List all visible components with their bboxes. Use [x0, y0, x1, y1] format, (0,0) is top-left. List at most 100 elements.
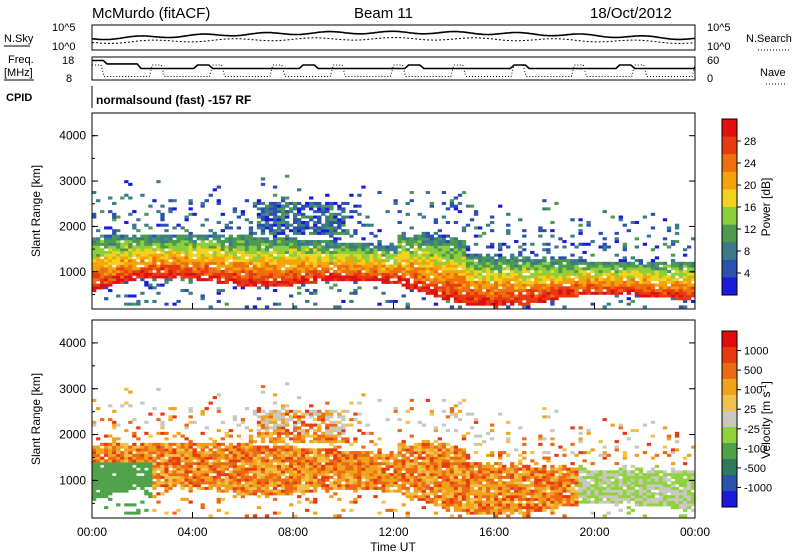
velocity-cell — [240, 464, 246, 468]
power-cell — [465, 280, 471, 284]
velocity-cell — [381, 459, 386, 463]
power-cell — [389, 272, 394, 276]
power-cell — [208, 305, 213, 309]
power-cell — [461, 253, 467, 257]
velocity-cell — [365, 459, 370, 463]
power-cell — [276, 259, 282, 263]
velocity-cell — [180, 464, 185, 468]
velocity-cell — [429, 467, 434, 471]
velocity-cell — [321, 459, 326, 463]
velocity-cell — [389, 478, 394, 482]
velocity-cell — [313, 500, 318, 504]
velocity-cell — [385, 467, 390, 471]
velocity-cell — [293, 459, 298, 463]
velocity-cell — [301, 484, 306, 488]
velocity-cell — [112, 486, 117, 490]
velocity-cell — [196, 451, 201, 455]
power-cell — [148, 256, 153, 260]
power-cell — [120, 261, 125, 265]
velocity-cell — [421, 497, 426, 501]
velocity-cell — [224, 467, 229, 471]
power-cell — [192, 272, 197, 276]
power-cell — [92, 256, 97, 260]
power-cell — [590, 269, 595, 274]
velocity-cell — [168, 445, 173, 449]
power-cell — [385, 248, 390, 252]
velocity-cell — [280, 426, 286, 430]
power-cell — [514, 259, 519, 263]
power-cell — [522, 248, 527, 252]
velocity-cell — [305, 431, 310, 435]
velocity-cell — [108, 453, 113, 457]
velocity-cell — [116, 459, 121, 463]
velocity-cell — [377, 464, 382, 468]
power-cell — [288, 210, 294, 214]
velocity-cell — [369, 473, 374, 477]
power-cell — [534, 283, 539, 287]
power-cell — [120, 196, 125, 200]
power-cell — [650, 248, 656, 252]
power-cell — [309, 280, 314, 284]
power-cell — [284, 240, 290, 244]
power-cell — [204, 256, 209, 260]
power-cell — [654, 261, 660, 265]
velocity-cell — [349, 478, 354, 482]
velocity-cell — [353, 467, 358, 471]
power-cell — [441, 240, 447, 244]
power-cell — [172, 272, 177, 276]
power-cell — [148, 272, 153, 276]
power-cell — [148, 226, 153, 230]
power-cell — [329, 234, 334, 238]
velocity-cell — [288, 481, 294, 485]
power-cell — [144, 237, 149, 241]
velocity-cell — [433, 459, 439, 463]
velocity-cell — [377, 481, 382, 485]
velocity-cell — [248, 464, 254, 468]
velocity-cell — [256, 429, 262, 433]
velocity-cell — [256, 495, 262, 499]
power-cell — [457, 272, 463, 276]
power-cell — [168, 245, 173, 249]
velocity-heatmap — [92, 382, 696, 518]
power-cell — [494, 267, 499, 271]
power-cell — [441, 291, 447, 295]
power-cell — [518, 294, 523, 298]
velocity-cell — [317, 453, 322, 457]
power-cell — [280, 204, 286, 208]
velocity-cell — [180, 453, 185, 457]
power-cell — [309, 231, 314, 235]
power-cell — [522, 229, 527, 233]
velocity-cell — [361, 464, 366, 468]
power-cell — [570, 289, 575, 293]
velocity-cell — [453, 478, 459, 482]
velocity-cell — [449, 486, 455, 490]
velocity-cell — [337, 514, 342, 518]
power-cell — [256, 207, 262, 211]
velocity-cell — [240, 442, 246, 446]
power-cell — [333, 248, 338, 252]
velocity-cell — [425, 470, 430, 474]
power-cell — [409, 240, 414, 244]
power-cell — [92, 242, 97, 246]
velocity-cell — [176, 442, 181, 446]
power-cell — [341, 215, 346, 219]
velocity-cell — [276, 462, 282, 466]
velocity-cell — [96, 407, 101, 411]
velocity-cell — [357, 459, 362, 463]
power-cell — [594, 291, 599, 295]
power-cell — [236, 261, 242, 265]
power-cell — [662, 267, 668, 271]
velocity-cell — [240, 467, 246, 471]
velocity-cell — [357, 453, 362, 457]
power-cell — [682, 299, 688, 303]
velocity-cell — [132, 486, 137, 490]
power-cell — [104, 245, 109, 249]
power-cell — [329, 231, 334, 235]
power-cell — [562, 280, 567, 284]
power-cell — [425, 278, 430, 282]
velocity-cell — [280, 429, 286, 433]
power-cell — [526, 259, 531, 263]
power-cell — [610, 264, 615, 268]
power-cell — [433, 289, 439, 293]
power-cell — [626, 297, 631, 301]
